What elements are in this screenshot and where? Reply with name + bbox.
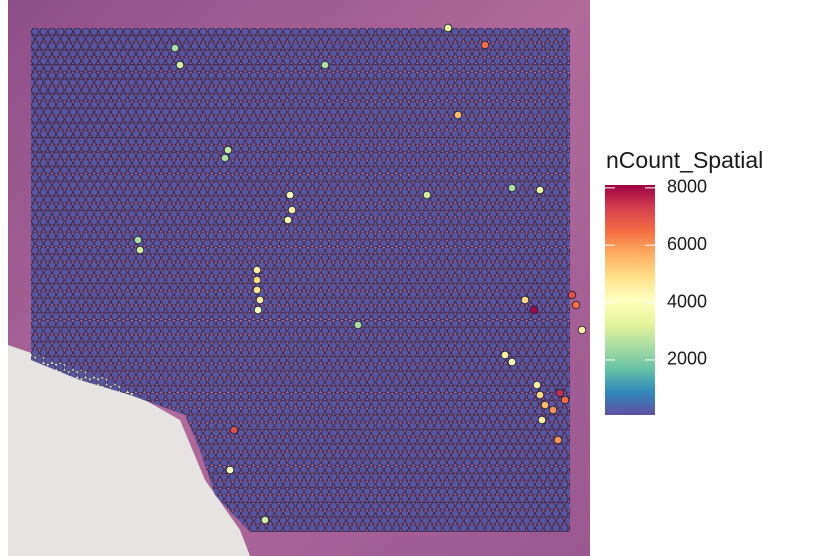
colorbar-tick-label: 8000	[667, 177, 707, 197]
spot	[532, 380, 542, 390]
colorbar-tick-label: 2000	[667, 349, 707, 369]
spot	[560, 395, 570, 405]
spot	[133, 235, 143, 245]
spot	[255, 295, 265, 305]
colorbar-tick-label: 6000	[667, 234, 707, 254]
spot	[535, 390, 545, 400]
spot	[535, 185, 545, 195]
spot	[422, 190, 432, 200]
spot	[252, 285, 262, 295]
spot	[320, 60, 330, 70]
spot	[252, 275, 262, 285]
spot	[223, 145, 233, 155]
spot	[480, 40, 490, 50]
spot	[287, 205, 297, 215]
spot	[537, 415, 547, 425]
spot	[175, 60, 185, 70]
spot	[507, 357, 517, 367]
spot	[548, 405, 558, 415]
spot	[507, 183, 517, 193]
spot	[500, 350, 510, 360]
spot	[135, 245, 145, 255]
legend-title: nCount_Spatial	[606, 147, 763, 173]
spot	[225, 465, 235, 475]
spot-grid	[31, 28, 570, 532]
colorbar-tick-label: 4000	[667, 291, 707, 311]
colorbar	[605, 185, 655, 415]
spot	[571, 300, 581, 310]
spot	[529, 305, 539, 315]
spot	[283, 215, 293, 225]
spot	[567, 290, 577, 300]
spot	[353, 320, 363, 330]
spot	[520, 295, 530, 305]
spot	[170, 43, 180, 53]
spot	[443, 23, 453, 33]
spot	[555, 388, 565, 398]
spot	[253, 305, 263, 315]
spot	[553, 435, 563, 445]
background-slide	[8, 345, 250, 556]
spot	[577, 325, 587, 335]
spot	[252, 265, 262, 275]
spot	[285, 190, 295, 200]
spot	[453, 110, 463, 120]
hotspots	[133, 23, 587, 525]
spot	[260, 515, 270, 525]
spot	[220, 153, 230, 163]
spot	[229, 425, 239, 435]
spot	[540, 400, 550, 410]
